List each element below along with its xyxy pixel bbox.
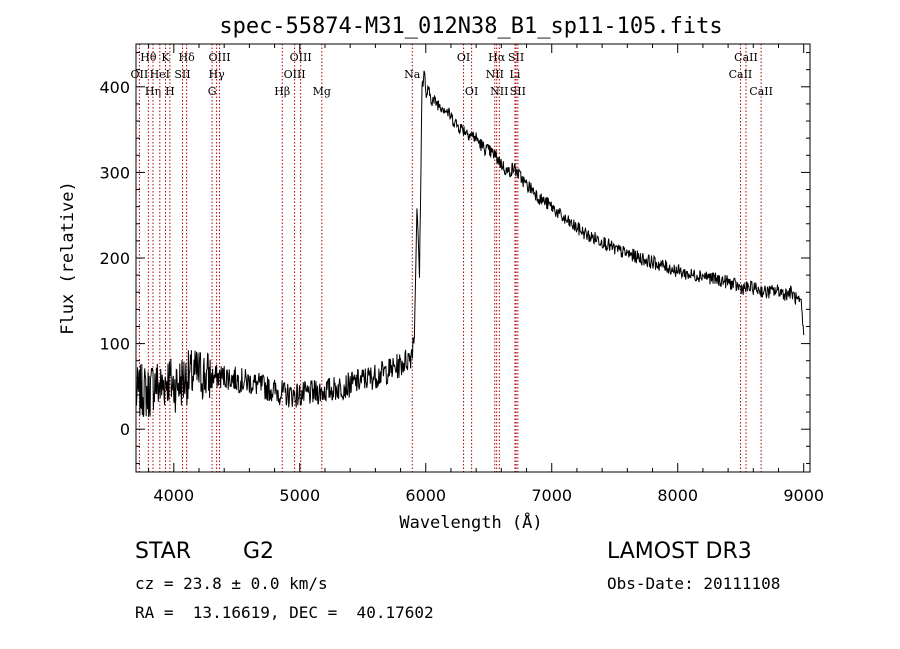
obs-date: Obs-Date: 20111108 <box>607 574 781 593</box>
line-marker-label: Hβ <box>274 85 290 98</box>
x-axis-label: Wavelength (Å) <box>399 511 542 533</box>
series-group <box>135 70 805 417</box>
y-tick-label: 100 <box>99 335 130 354</box>
line-marker-label: CaII <box>729 68 753 81</box>
line-marker-label: Mg <box>313 85 331 98</box>
line-marker-label: OI <box>457 51 470 64</box>
line-marker-label: Hη <box>145 85 161 98</box>
y-tick-label: 300 <box>99 163 130 182</box>
y-tick-label: 200 <box>99 249 130 268</box>
x-tick-label: 5000 <box>279 486 320 505</box>
x-tick-label: 4000 <box>153 486 194 505</box>
spectrum-line <box>135 70 805 417</box>
redshift-cz: cz = 23.8 ± 0.0 km/s <box>135 574 328 593</box>
line-marker-label: CaII <box>734 51 758 64</box>
survey-name: LAMOST DR3 <box>607 539 752 564</box>
line-marker-label: OIII <box>284 68 306 81</box>
plot-frame <box>135 43 811 473</box>
x-tick-label: 8000 <box>657 486 698 505</box>
subclass: G2 <box>243 539 275 564</box>
ra-dec-coords: RA = 13.16619, DEC = 40.17602 <box>135 603 434 622</box>
y-tick-label: 400 <box>99 78 130 97</box>
line-marker-label: SII <box>510 85 526 98</box>
object-class: STAR <box>135 539 192 564</box>
line-marker-label: OIII <box>290 51 312 64</box>
line-marker-label: Hγ <box>209 68 226 81</box>
line-marker-label: SII <box>508 51 524 64</box>
line-marker-label: Li <box>510 68 521 81</box>
line-marker-label: NII <box>490 85 508 98</box>
line-marker-label: OII <box>131 68 149 81</box>
axis-ticks: 4000 5000 6000 7000 8000 9000 0 100 200 300 400 <box>99 44 824 505</box>
line-markers: Hθ OII Hη K HeI H SII Hδ OIII Hγ G Hβ OIII OIII Mg Na OI… <box>131 44 773 472</box>
line-marker-label: OIII <box>208 51 230 64</box>
line-marker-label: OI <box>465 85 478 98</box>
x-tick-label: 6000 <box>405 486 446 505</box>
line-marker-label: Hθ <box>140 51 157 64</box>
line-marker-label: K <box>161 51 170 64</box>
line-marker-label: SII <box>174 68 190 81</box>
x-tick-label: 7000 <box>531 486 572 505</box>
line-marker-label: HeI <box>150 68 170 81</box>
x-tick-label: 9000 <box>783 486 824 505</box>
spectrum-chart: spec-55874-M31_012N38_B1_sp11-105.fits H… <box>58 14 824 533</box>
y-tick-label: 0 <box>120 420 130 439</box>
y-axis-label: Flux (relative) <box>58 181 78 335</box>
chart-title: spec-55874-M31_012N38_B1_sp11-105.fits <box>219 14 722 39</box>
line-marker-label: Hδ <box>179 51 196 64</box>
line-marker-label: H <box>165 85 175 98</box>
line-marker-label: Na <box>404 68 421 81</box>
line-marker-label: Hα <box>488 51 506 64</box>
line-marker-label: CaII <box>749 85 773 98</box>
line-marker-label: G <box>208 85 217 98</box>
line-marker-label: NII <box>486 68 504 81</box>
